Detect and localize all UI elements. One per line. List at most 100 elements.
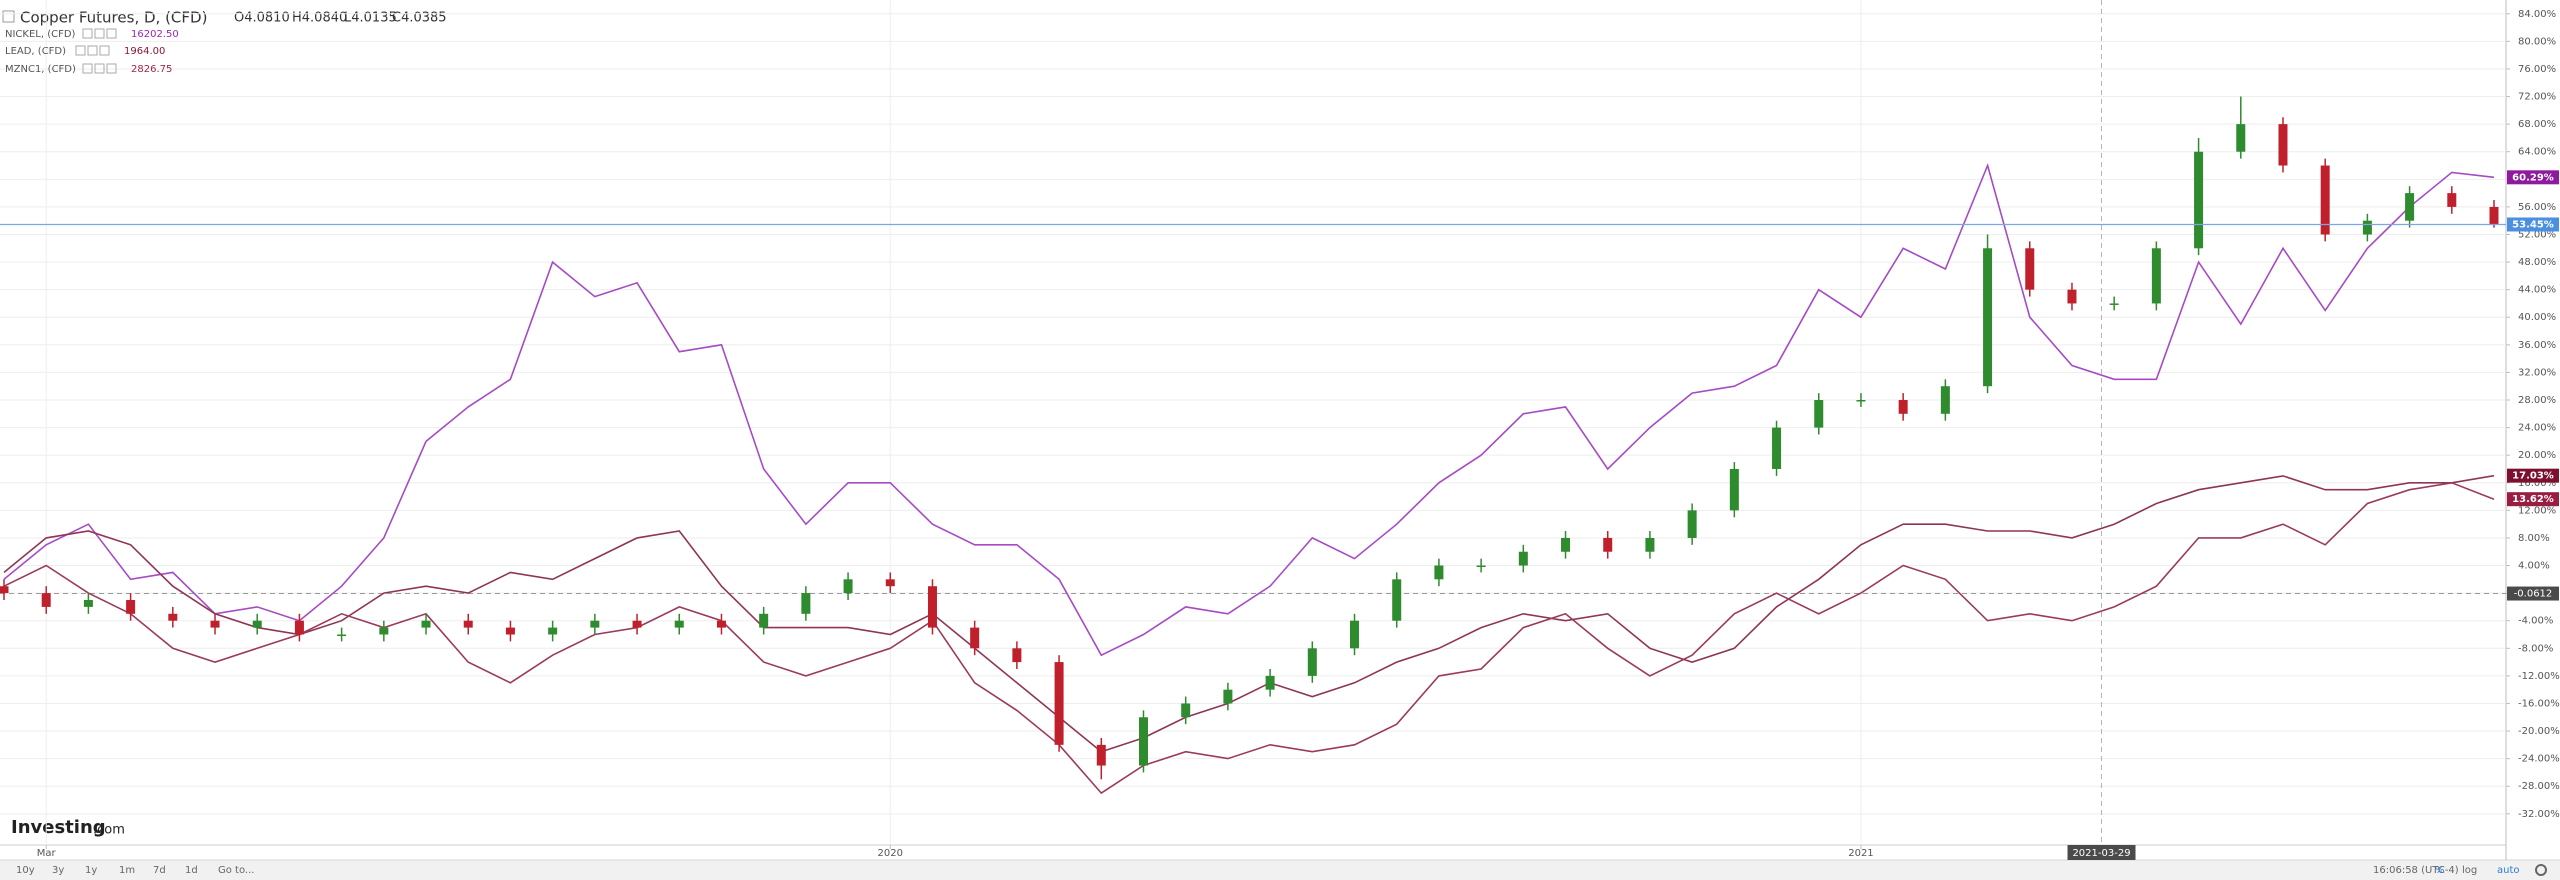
candle-body xyxy=(210,620,220,628)
y-tick-label: -12.00% xyxy=(2518,671,2560,682)
collapse-icon[interactable] xyxy=(2,10,15,23)
range-button[interactable]: 1m xyxy=(119,865,135,876)
candle-body xyxy=(1265,675,1275,690)
y-tick-label: 20.00% xyxy=(2518,450,2556,461)
toolbar-bg xyxy=(0,860,2560,880)
legend-icon[interactable] xyxy=(82,28,93,39)
range-button[interactable]: 3y xyxy=(52,865,64,876)
legend-icon[interactable] xyxy=(82,63,93,74)
plot-area xyxy=(0,0,2506,845)
candle-body xyxy=(1687,510,1697,538)
candle-body xyxy=(2489,206,2499,225)
candle-body xyxy=(1138,717,1148,766)
range-button[interactable]: 1y xyxy=(85,865,97,876)
candle-body xyxy=(505,627,515,635)
legend-icon[interactable] xyxy=(94,28,105,39)
candle-body xyxy=(2447,193,2457,207)
ohlc: O4.0810 xyxy=(234,11,290,26)
y-tick-label: 80.00% xyxy=(2518,36,2556,47)
range-button[interactable]: 1d xyxy=(185,865,198,876)
y-tick-label: 12.00% xyxy=(2518,505,2556,516)
candle-body xyxy=(1772,427,1782,469)
y-tick-label: 72.00% xyxy=(2518,92,2556,103)
clock: 16:06:58 (UTC-4) xyxy=(2373,865,2459,876)
candle-body xyxy=(1983,248,1993,387)
candle-body xyxy=(294,620,304,635)
option-button[interactable]: % xyxy=(2435,865,2445,876)
series-line xyxy=(3,163,2495,657)
range-button[interactable]: 10y xyxy=(16,865,35,876)
candle-body xyxy=(759,613,769,628)
legend-price: 1964.00 xyxy=(124,46,165,57)
candle-body xyxy=(2405,193,2415,221)
price-tag-label: 53.45% xyxy=(2512,219,2554,230)
range-button[interactable]: Go to... xyxy=(218,865,254,876)
candle-body xyxy=(2278,124,2288,166)
y-tick-label: -24.00% xyxy=(2518,754,2560,765)
option-button[interactable]: log xyxy=(2462,865,2477,876)
y-tick-label: 64.00% xyxy=(2518,147,2556,158)
legend-icon[interactable] xyxy=(99,45,110,56)
candle-body xyxy=(1898,400,1908,414)
candle-body xyxy=(927,586,937,628)
candle-body xyxy=(2362,220,2372,235)
candle-body xyxy=(126,600,136,614)
watermark: Investing xyxy=(11,817,106,838)
candle-body xyxy=(1054,662,1064,745)
range-button[interactable]: 7d xyxy=(153,865,166,876)
y-tick-label: -8.00% xyxy=(2518,643,2553,654)
candle-body xyxy=(1181,703,1191,718)
y-tick-label: 28.00% xyxy=(2518,395,2556,406)
y-tick-label: 4.00% xyxy=(2518,561,2550,572)
price-tag xyxy=(2507,170,2559,185)
y-tick-label: 40.00% xyxy=(2518,312,2556,323)
legend-name: NICKEL, (CFD) xyxy=(5,29,76,40)
y-tick-label: 48.00% xyxy=(2518,257,2556,268)
ohlc: H4.0840 xyxy=(292,11,347,26)
candle-body xyxy=(41,593,51,607)
crosshair-x-tag xyxy=(2067,845,2136,860)
chart-title: Copper Futures, D, (CFD) xyxy=(20,9,207,27)
price-tag xyxy=(2507,468,2559,483)
candle-body xyxy=(1434,565,1444,580)
legend-icon[interactable] xyxy=(106,63,117,74)
y-tick-label: 76.00% xyxy=(2518,64,2556,75)
y-tick-label: -20.00% xyxy=(2518,726,2560,737)
candle-body xyxy=(168,613,178,621)
candle-body xyxy=(1012,648,1022,663)
crosshair-x-label: 2021-03-29 xyxy=(2072,848,2130,859)
crosshair-y-tag xyxy=(2507,586,2559,601)
y-tick-label: 84.00% xyxy=(2518,9,2556,20)
legend-icon[interactable] xyxy=(94,63,105,74)
y-tick-label: -4.00% xyxy=(2518,616,2553,627)
candle-body xyxy=(2151,248,2161,304)
candle-body xyxy=(1645,537,1655,552)
legend-icon[interactable] xyxy=(106,28,117,39)
candle-body xyxy=(379,627,389,635)
settings-icon[interactable] xyxy=(2535,864,2547,876)
price-tag xyxy=(2507,492,2559,507)
candle-body xyxy=(2194,151,2204,249)
candle-body xyxy=(1392,579,1402,621)
candle-body xyxy=(2025,248,2035,290)
y-tick-label: 32.00% xyxy=(2518,367,2556,378)
y-tick-label: 8.00% xyxy=(2518,533,2550,544)
candle-body xyxy=(1940,386,1950,414)
candle-body xyxy=(2236,124,2246,152)
price-tag xyxy=(2507,217,2559,232)
legend-icon[interactable] xyxy=(75,45,86,56)
option-button[interactable]: auto xyxy=(2497,865,2520,876)
legend-price: 16202.50 xyxy=(131,29,179,40)
candle-body xyxy=(1518,551,1528,566)
candle-body xyxy=(2320,165,2330,235)
candle-body xyxy=(716,620,726,628)
y-tick-label: -16.00% xyxy=(2518,698,2560,709)
candle-body xyxy=(970,627,980,649)
x-tick-label: Mar xyxy=(37,848,57,859)
candle-body xyxy=(252,620,262,628)
legend-icon[interactable] xyxy=(87,45,98,56)
y-tick-label: 44.00% xyxy=(2518,285,2556,296)
candle-body xyxy=(1350,620,1360,649)
